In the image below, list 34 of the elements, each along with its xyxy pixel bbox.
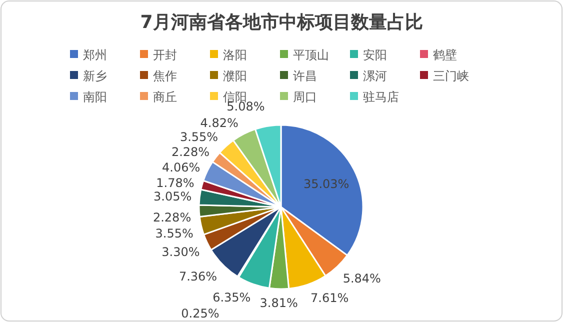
legend-label: 三门峡 (433, 69, 469, 83)
legend-label: 许昌 (293, 69, 317, 83)
data-label: 3.05% (154, 189, 192, 204)
data-label: 3.55% (180, 130, 218, 144)
data-label: 0.25% (181, 306, 220, 321)
data-label: 5.84% (342, 271, 381, 286)
legend-label: 濮阳 (223, 69, 247, 83)
data-label: 2.28% (171, 145, 210, 160)
data-label: 1.78% (156, 176, 194, 190)
data-label: 2.28% (152, 210, 192, 224)
legend-label: 平顶山 (293, 48, 329, 62)
data-label: 3.30% (162, 244, 200, 259)
data-label: 3.81% (260, 296, 298, 310)
legend-label: 商丘 (153, 90, 177, 104)
legend-label: 南阳 (83, 90, 107, 104)
data-label: 6.35% (212, 290, 251, 305)
legend-label: 鹤壁 (433, 48, 457, 62)
legend-label: 新乡 (83, 69, 107, 83)
legend-label: 安阳 (363, 48, 387, 62)
legend-label: 漯河 (363, 69, 387, 83)
data-label: 4.82% (200, 116, 238, 130)
data-label: 7.61% (310, 291, 349, 306)
legend-label: 郑州 (83, 48, 107, 62)
legend-label: 洛阳 (223, 48, 247, 62)
data-label: 4.06% (162, 160, 200, 174)
legend-label: 周口 (293, 90, 317, 104)
legend-label: 焦作 (153, 69, 177, 83)
data-label: 7.36% (178, 269, 218, 284)
data-label: 35.03% (303, 176, 350, 191)
legend-label: 开封 (153, 48, 177, 62)
chart-title: 7月河南省各地市中标项目数量占比 (140, 12, 423, 33)
legend-label: 驻马店 (363, 90, 399, 104)
legend-label: 信阳 (223, 90, 247, 104)
data-label: 3.55% (155, 226, 194, 241)
